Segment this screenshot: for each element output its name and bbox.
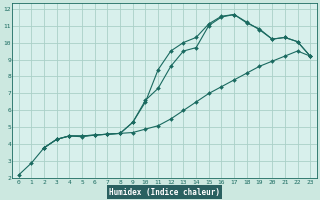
X-axis label: Humidex (Indice chaleur): Humidex (Indice chaleur) xyxy=(109,188,220,197)
